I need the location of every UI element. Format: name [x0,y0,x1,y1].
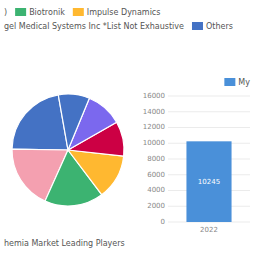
legend-item: ) [4,8,7,17]
legend-label: ) [4,8,7,17]
legend-swatch [224,78,235,86]
chart-title: hemia Market Leading Players [4,239,125,248]
y-tick-label: 2000 [147,202,165,210]
chart-canvas: ) Biotronik Impulse Dynamics gel Medical Sy… [0,0,256,256]
legend-label: Others [206,22,233,31]
y-tick-label: 10000 [143,139,165,147]
grid-line [168,127,250,128]
y-tick-label: 8000 [147,155,165,163]
bars [186,141,231,222]
grid-line [168,111,250,112]
pie-slice [58,94,89,150]
bar [186,141,231,222]
legend-item: Others [192,22,233,31]
x-tick-label: 2022 [200,226,218,234]
y-tick-label: 0 [161,218,165,226]
legend-label: My [238,78,250,87]
bar-legend: My [224,78,250,87]
y-tick-label: 4000 [147,186,165,194]
pie [12,94,124,206]
legend-label: Biotronik [29,8,65,17]
y-tick-label: 12000 [143,123,165,131]
legend-swatch [192,22,203,30]
y-tick-label: 14000 [143,108,165,116]
legend-item: Biotronik [15,8,65,17]
legend-swatch [73,8,84,16]
legend-label: Impulse Dynamics [87,8,161,17]
data-label: 10245 [198,178,220,186]
legend-item: Impulse Dynamics [73,8,161,17]
pie-slice [68,150,124,195]
y-tick-label: 16000 [143,92,165,100]
y-tick-label: 6000 [147,171,165,179]
legend-label: gel Medical Systems Inc *List Not Exhaus… [4,22,184,31]
grid-line [168,96,250,97]
legend-item: gel Medical Systems Inc *List Not Exhaus… [4,22,184,31]
legend: ) Biotronik Impulse Dynamics gel Medical Sy… [4,8,233,31]
legend-swatch [15,8,26,16]
